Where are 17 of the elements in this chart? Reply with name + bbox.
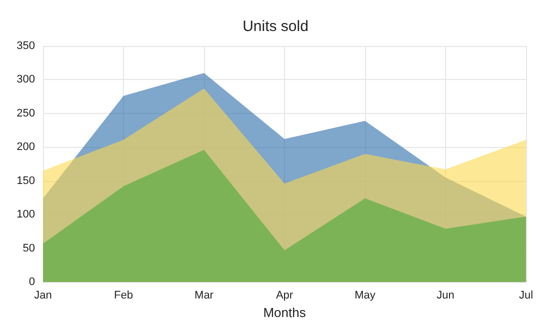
chart-title: Units sold [242, 18, 308, 35]
y-tick-label: 250 [16, 107, 35, 120]
x-tick-label: Jul [518, 290, 534, 302]
y-tick-label: 300 [16, 74, 35, 86]
y-tick-label: 200 [16, 141, 35, 154]
x-tick-label: Feb [114, 290, 133, 302]
y-tick-label: 350 [16, 40, 35, 52]
y-tick-label: 0 [28, 276, 35, 288]
x-tick-label: Jun [436, 290, 454, 302]
x-tick-label: Apr [276, 290, 294, 302]
x-tick-label: Jan [34, 290, 52, 302]
x-axis-title: Months [263, 305, 306, 320]
y-tick-label: 100 [16, 208, 35, 221]
y-tick-label: 150 [16, 174, 35, 187]
y-tick-label: 50 [22, 242, 35, 254]
x-tick-label: Mar [194, 290, 214, 302]
x-tick-label: May [354, 290, 376, 302]
